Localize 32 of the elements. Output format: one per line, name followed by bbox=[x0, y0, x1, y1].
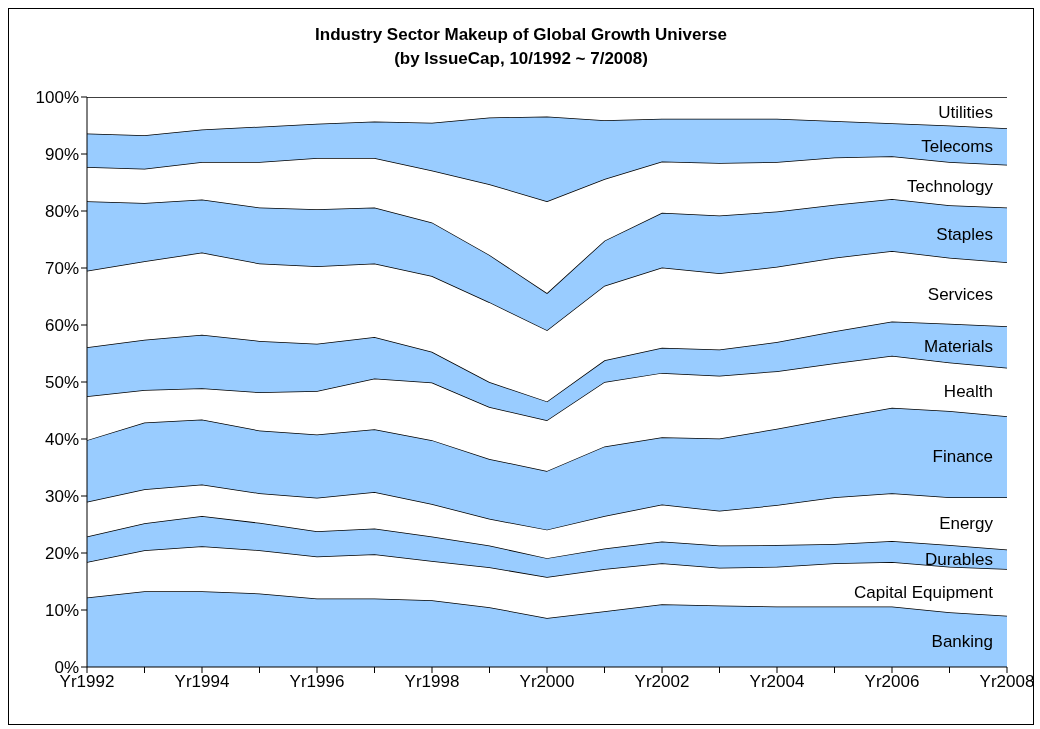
x-tick-label: Yr2004 bbox=[749, 672, 805, 692]
series-label: Utilities bbox=[938, 103, 993, 123]
x-tick-label: Yr2002 bbox=[634, 672, 690, 692]
series-label: Durables bbox=[924, 549, 993, 569]
y-tick-label: 60% bbox=[44, 316, 79, 336]
x-tick-label: Yr1998 bbox=[404, 672, 460, 692]
y-tick-label: 10% bbox=[44, 601, 79, 621]
y-tick-label: 20% bbox=[44, 544, 79, 564]
y-tick-label: 40% bbox=[44, 430, 79, 450]
series-label: Capital Equipment bbox=[854, 582, 994, 602]
y-tick-label: 100% bbox=[35, 88, 79, 108]
series-label: Energy bbox=[939, 513, 994, 533]
x-tick-label: Yr2008 bbox=[979, 672, 1035, 692]
y-tick-label: 70% bbox=[44, 259, 79, 279]
series-label: Health bbox=[943, 382, 993, 402]
y-tick-label: 30% bbox=[44, 487, 79, 507]
series-label: Telecoms bbox=[921, 137, 993, 157]
chart-subtitle: (by IssueCap, 10/1992 ~ 7/2008) bbox=[393, 48, 649, 70]
x-tick-label: Yr2000 bbox=[519, 672, 575, 692]
y-tick-label: 80% bbox=[44, 202, 79, 222]
series-label: Finance bbox=[932, 447, 993, 467]
y-tick-label: 50% bbox=[44, 373, 79, 393]
x-tick-label: Yr2006 bbox=[864, 672, 920, 692]
series-label: Banking bbox=[931, 631, 993, 651]
chart-title: Industry Sector Makeup of Global Growth Universe bbox=[314, 24, 728, 46]
x-tick-label: Yr1994 bbox=[174, 672, 230, 692]
series-label: Materials bbox=[924, 337, 993, 357]
x-tick-label: Yr1996 bbox=[289, 672, 345, 692]
series-label: Services bbox=[927, 284, 993, 304]
series-label: Technology bbox=[906, 176, 994, 196]
y-tick-label: 90% bbox=[44, 145, 79, 165]
series-label: Staples bbox=[936, 225, 993, 245]
